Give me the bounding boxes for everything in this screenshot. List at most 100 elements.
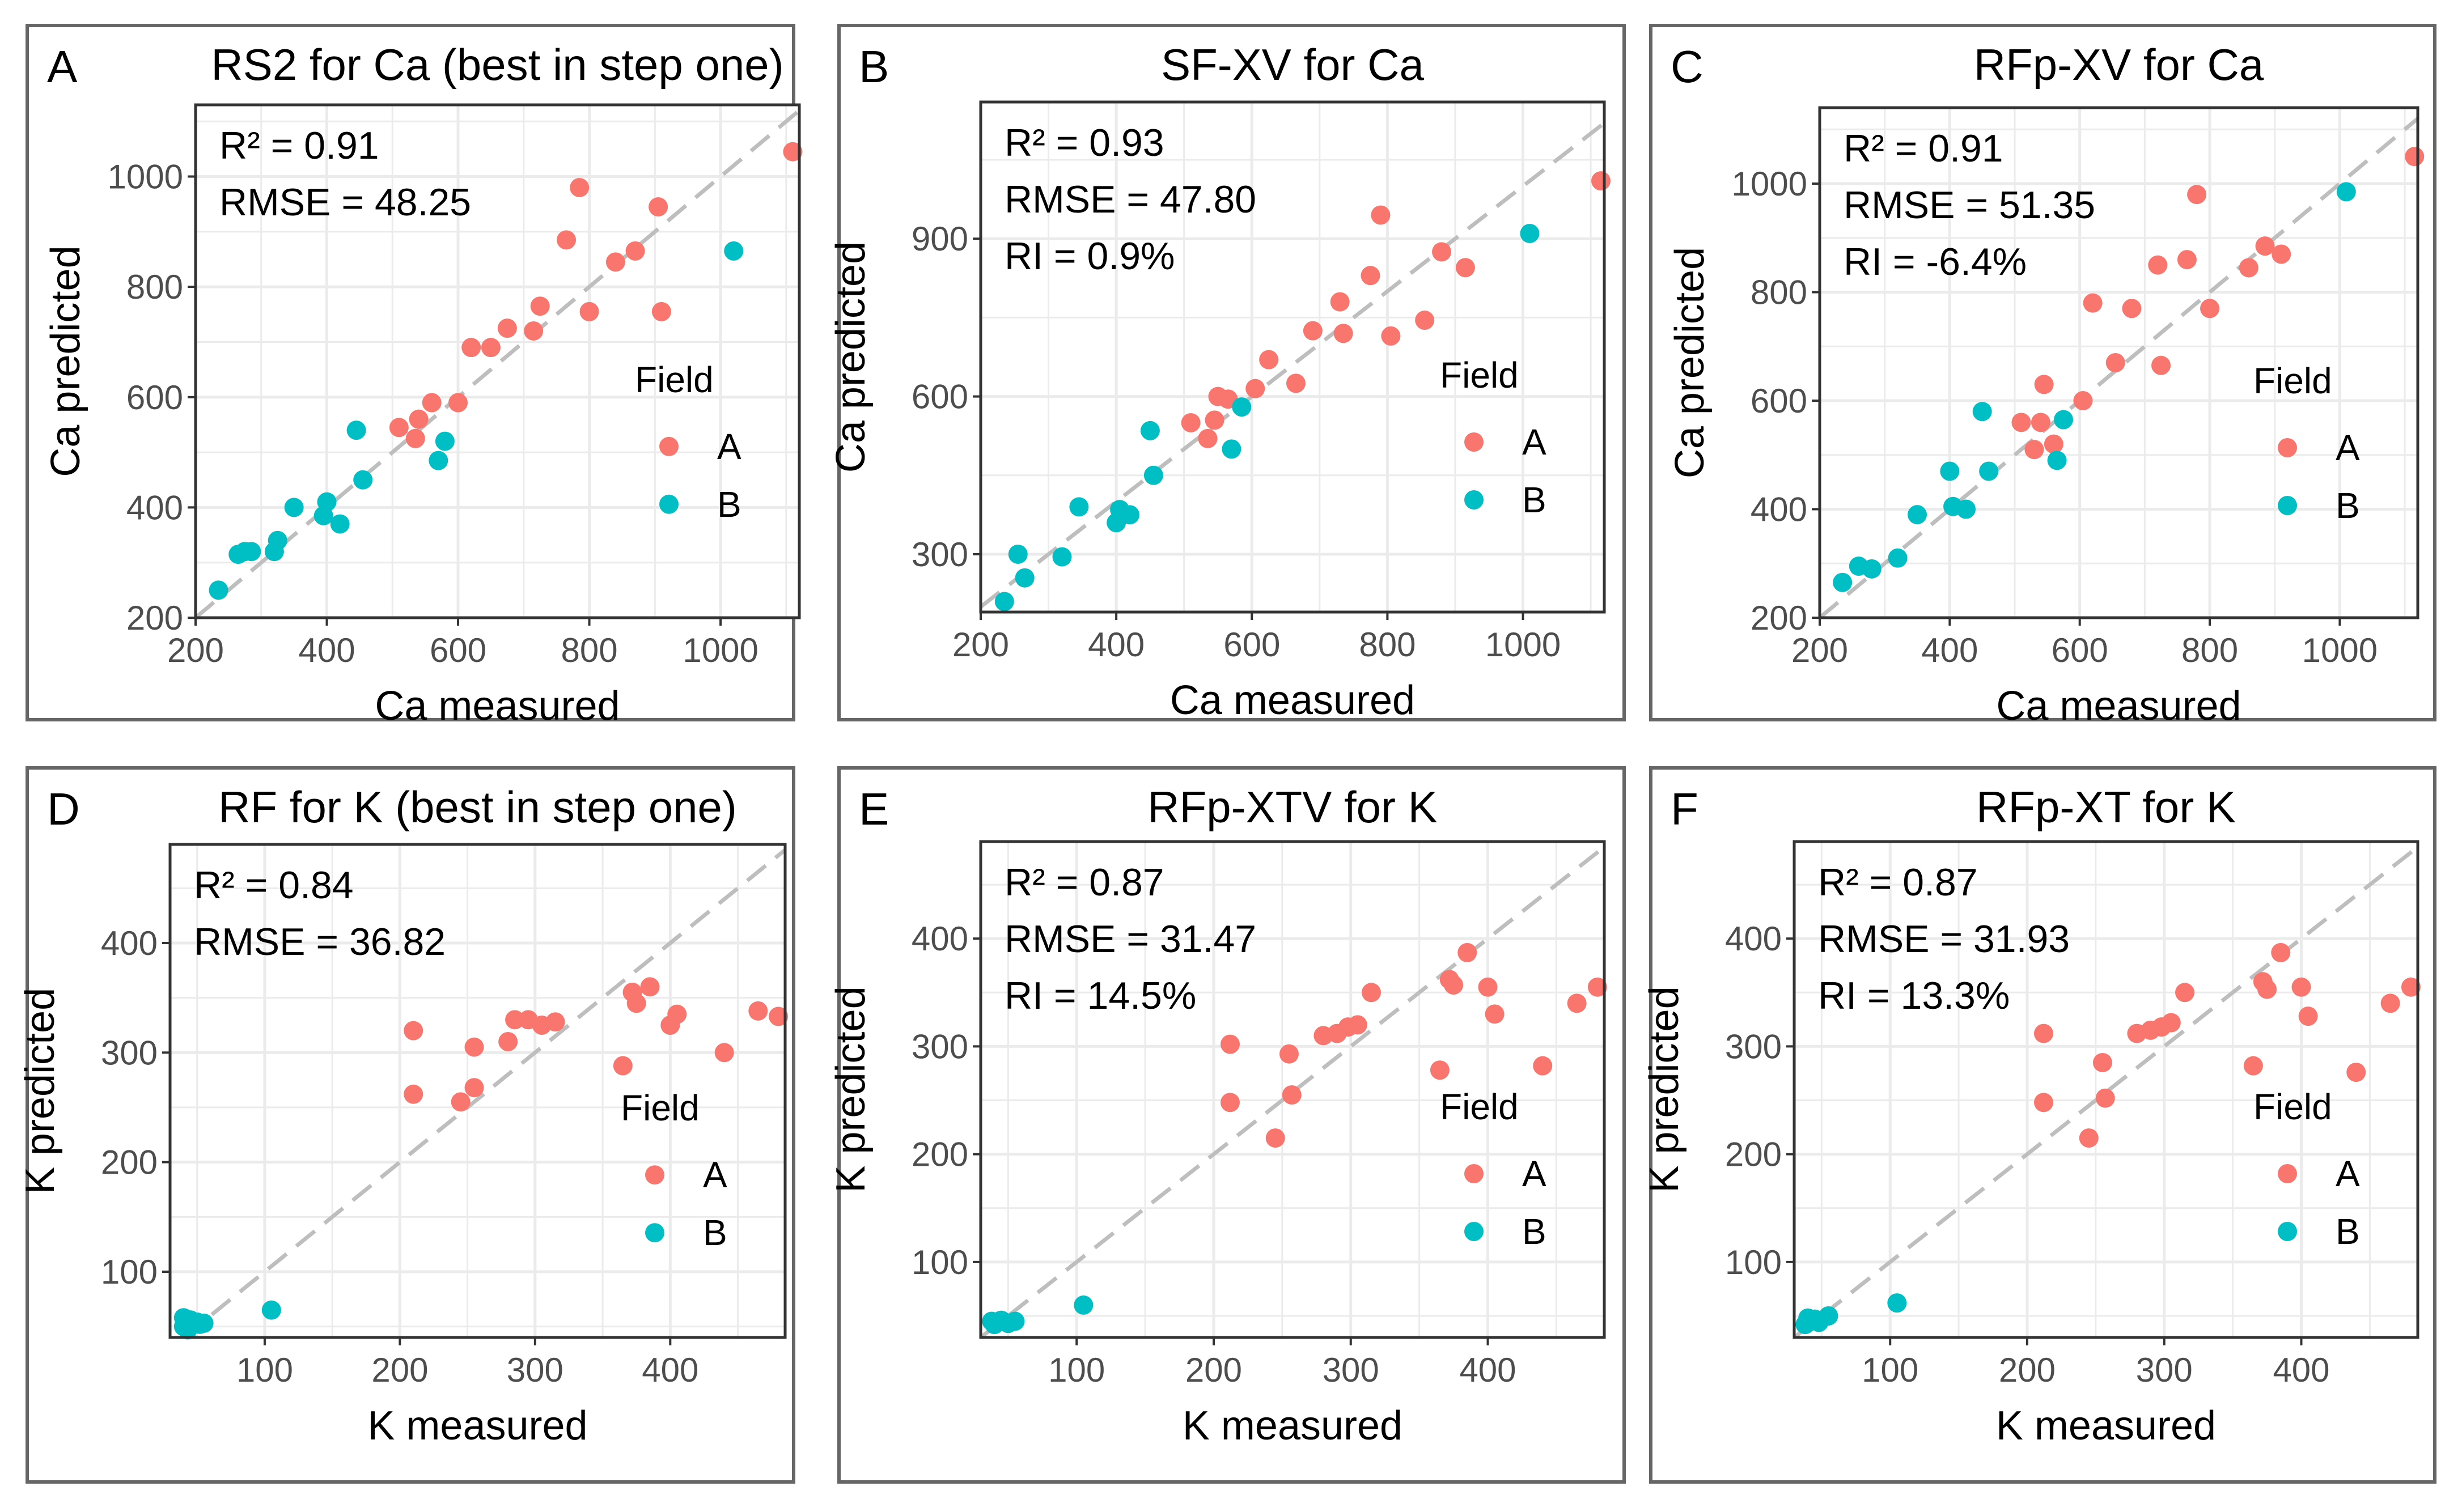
legend-label: A <box>1522 1153 1546 1194</box>
x-tick-label: 300 <box>1323 1351 1379 1389</box>
data-point-field-a <box>1265 1128 1285 1148</box>
panel-f: 100 200 300 400 100 200 300 400 K measured K pred… <box>1642 766 2436 1484</box>
x-tick-label: 1000 <box>2302 631 2378 669</box>
data-point-field-a <box>1587 977 1607 997</box>
y-tick-label: 200 <box>1725 1136 1782 1174</box>
x-tick-label: 800 <box>561 631 618 669</box>
y-tick-label: 600 <box>912 378 968 416</box>
data-points <box>209 142 803 600</box>
data-point-field-b <box>261 1300 281 1320</box>
legend-title: Field <box>2253 360 2332 401</box>
data-point-field-b <box>1862 559 1882 579</box>
data-point-field-a <box>2200 299 2220 318</box>
data-point-field-b <box>2336 182 2356 202</box>
x-tick-label: 800 <box>1359 626 1416 664</box>
plot-border <box>194 103 801 619</box>
data-point-field-b <box>1222 439 1241 459</box>
x-tick-label: 800 <box>2181 631 2238 669</box>
data-point-field-b <box>1972 402 1992 422</box>
y-tick-label: 400 <box>912 920 968 958</box>
data-point-field-a <box>2105 353 2125 372</box>
one-to-one-line <box>194 109 801 619</box>
data-point-field-a <box>1198 428 1218 448</box>
data-point-field-a <box>1330 292 1350 312</box>
legend-title: Field <box>621 1088 700 1128</box>
data-point-field-b <box>1888 548 1908 568</box>
data-point-field-a <box>769 1006 789 1026</box>
data-point-field-a <box>1415 311 1435 330</box>
legend-key-b <box>645 1223 664 1243</box>
data-point-field-b <box>330 514 350 534</box>
legend-label: A <box>1522 422 1546 462</box>
data-point-field-a <box>2405 147 2425 167</box>
x-tick-label: 400 <box>298 631 355 669</box>
data-point-field-a <box>1221 1093 1240 1112</box>
stat-annotation: RMSE = 48.25 <box>219 181 471 224</box>
data-point-field-b <box>1819 1306 1838 1326</box>
y-axis-label: Ca predicted <box>43 245 88 477</box>
data-point-field-b <box>241 542 261 562</box>
data-point-field-a <box>1221 1034 1240 1054</box>
panel-title: RS2 for Ca (best in step one) <box>211 40 783 90</box>
axis-ticks: 100 200 300 400 100 200 300 400 <box>101 924 698 1389</box>
data-point-field-b <box>353 470 373 490</box>
data-point-field-b <box>1069 497 1089 517</box>
data-point-field-a <box>1457 942 1477 962</box>
y-axis-label: Ca predicted <box>828 241 874 473</box>
data-point-field-a <box>2271 942 2291 962</box>
panel-title: RFp-XTV for K <box>1147 782 1437 832</box>
x-axis-label: K measured <box>1183 1403 1402 1449</box>
data-point-field-a <box>2401 977 2421 997</box>
legend-key-a <box>659 436 679 456</box>
x-tick-label: 200 <box>1999 1351 2056 1389</box>
data-point-field-a <box>649 197 668 217</box>
data-point-field-b <box>429 451 448 470</box>
data-point-field-b <box>1140 421 1160 440</box>
gridlines <box>981 842 1604 1337</box>
data-point-field-a <box>2044 434 2063 454</box>
x-axis-label: Ca measured <box>1170 678 1415 723</box>
stat-annotation: R² = 0.87 <box>1818 861 1978 904</box>
y-tick-label: 200 <box>101 1144 158 1182</box>
panel-letter: A <box>47 41 78 92</box>
x-tick-label: 200 <box>167 631 224 669</box>
panel-letter: C <box>1671 41 1704 92</box>
data-point-field-a <box>409 409 429 429</box>
data-point-field-a <box>1362 983 1382 1003</box>
legend-label: B <box>717 484 741 525</box>
legend-key-a <box>2278 1164 2297 1183</box>
data-point-field-b <box>1120 505 1140 525</box>
data-point-field-a <box>2079 1128 2099 1148</box>
data-point-field-a <box>1432 242 1452 262</box>
data-point-field-a <box>2161 1013 2181 1033</box>
data-point-field-a <box>605 252 625 272</box>
data-point-field-a <box>451 1092 471 1112</box>
x-tick-label: 600 <box>430 631 486 669</box>
data-point-field-a <box>2291 977 2311 997</box>
data-point-field-a <box>613 1056 633 1076</box>
stat-annotation: R² = 0.87 <box>1005 861 1164 904</box>
data-point-field-a <box>651 301 671 321</box>
data-point-field-a <box>1286 373 1306 393</box>
stat-annotation: RMSE = 51.35 <box>1844 184 2095 227</box>
one-to-one-line <box>1818 117 2419 619</box>
stat-annotation: RMSE = 31.93 <box>1818 918 2070 961</box>
panel-title: RFp-XV for Ca <box>1974 40 2264 90</box>
panel-b: 200 400 600 800 1000 300 600 900 Ca measured Ca p… <box>828 24 1626 723</box>
y-tick-label: 300 <box>1725 1027 1782 1065</box>
legend-key-a <box>645 1165 664 1185</box>
legend-title: Field <box>1440 1086 1519 1127</box>
data-point-field-a <box>1567 993 1587 1013</box>
data-point-field-b <box>1520 223 1540 243</box>
legend-label: A <box>717 426 741 467</box>
axis-ticks: 200 400 600 800 1000 300 600 900 <box>912 220 1561 664</box>
data-point-field-a <box>2380 993 2400 1013</box>
data-point-field-a <box>389 418 409 438</box>
data-point-field-a <box>1245 379 1265 398</box>
plot-border <box>1793 840 2419 1339</box>
data-point-field-a <box>2073 391 2093 411</box>
data-point-field-a <box>2148 255 2168 275</box>
data-points <box>982 942 1607 1335</box>
data-point-field-a <box>464 1078 484 1098</box>
data-point-field-a <box>2177 250 2197 270</box>
